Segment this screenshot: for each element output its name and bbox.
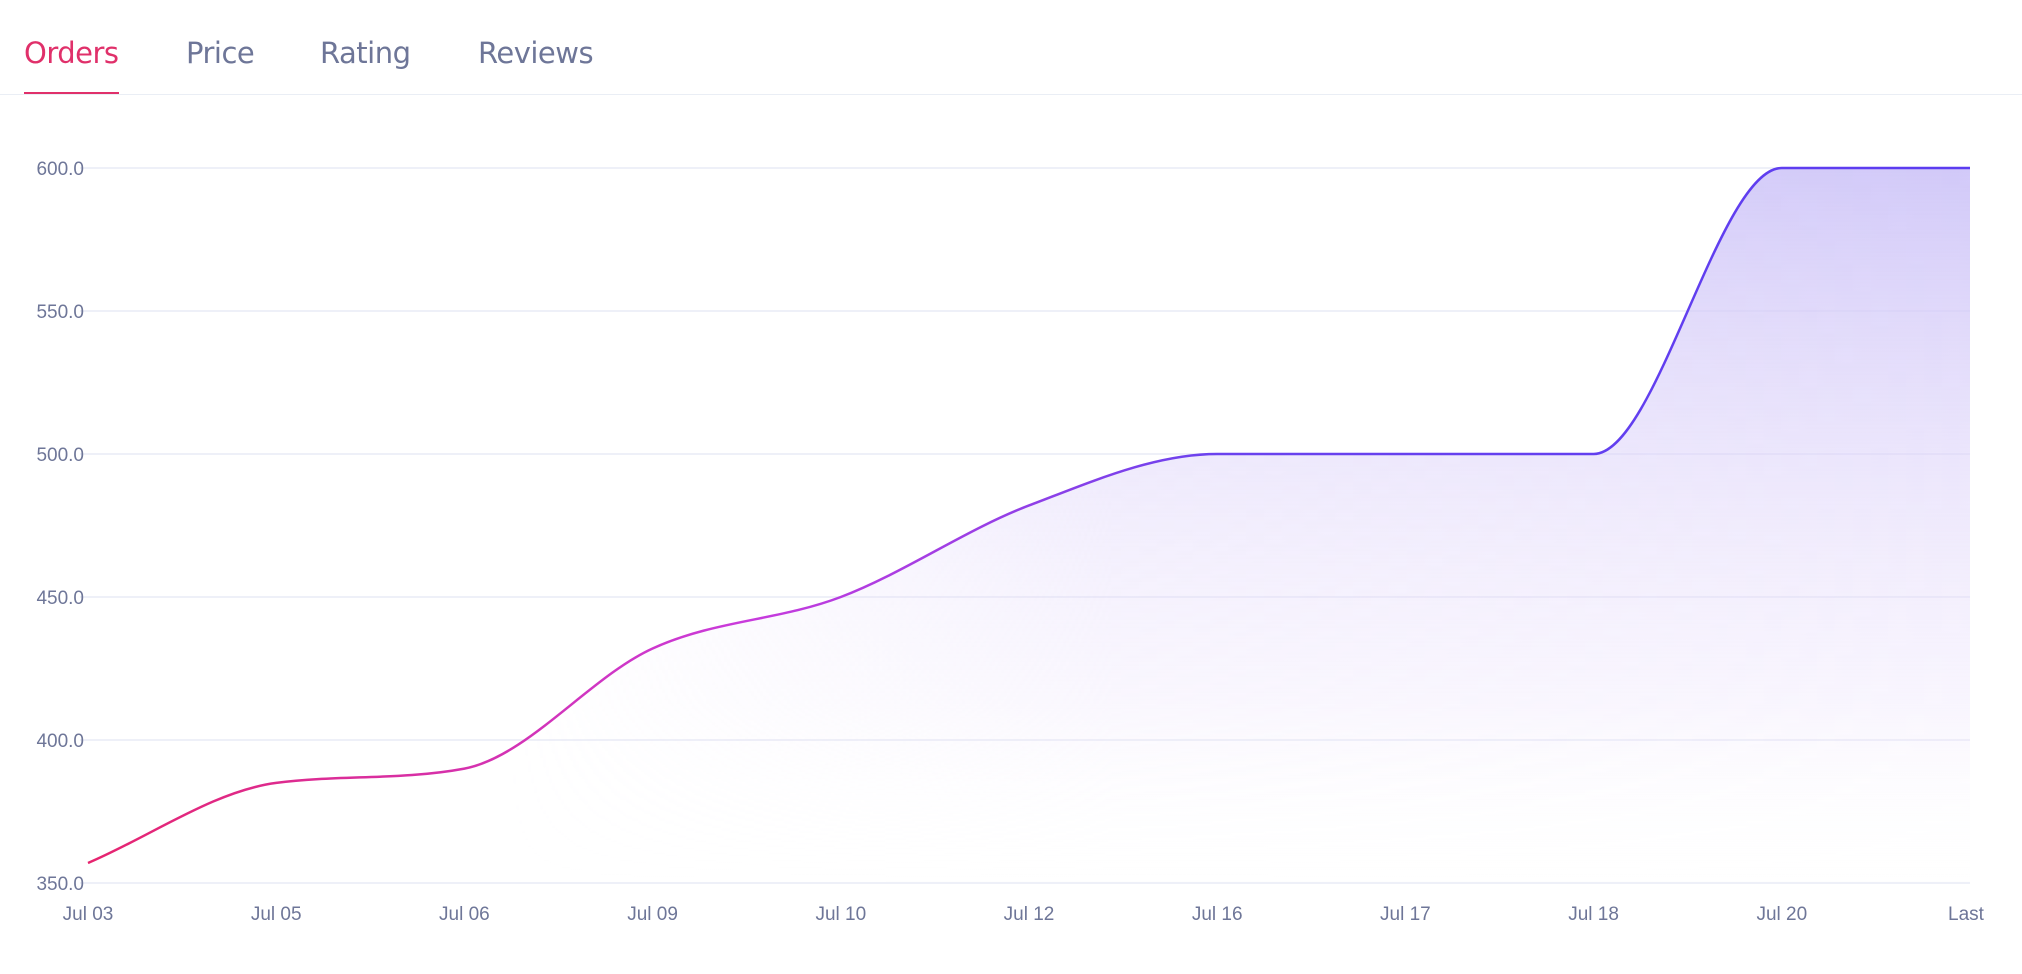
x-tick-label: Last — [1948, 904, 1985, 925]
x-tick-label: Jul 12 — [1004, 904, 1055, 925]
x-tick-label: Jul 05 — [251, 904, 302, 925]
tab-reviews[interactable]: Reviews — [478, 36, 594, 70]
tab-price[interactable]: Price — [186, 36, 255, 70]
area-fill — [88, 168, 1970, 883]
x-tick-label: Jul 18 — [1568, 904, 1619, 925]
tab-bar: Orders Price Rating Reviews — [0, 0, 2022, 95]
y-tick-label: 600.0 — [36, 159, 84, 180]
y-tick-label: 400.0 — [36, 731, 84, 752]
y-tick-label: 450.0 — [36, 588, 84, 609]
tab-rating[interactable]: Rating — [320, 36, 411, 70]
x-tick-label: Jul 09 — [627, 904, 678, 925]
x-tick-label: Jul 06 — [439, 904, 490, 925]
x-tick-label: Jul 10 — [815, 904, 866, 925]
y-tick-label: 550.0 — [36, 302, 84, 323]
y-tick-label: 500.0 — [36, 445, 84, 466]
x-tick-label: Jul 03 — [63, 904, 114, 925]
x-tick-label: Jul 20 — [1756, 904, 1807, 925]
y-tick-label: 350.0 — [36, 874, 84, 895]
x-tick-label: Jul 17 — [1380, 904, 1431, 925]
tab-orders[interactable]: Orders — [24, 36, 119, 94]
series-line-orders — [87, 166, 1970, 865]
x-tick-label: Jul 16 — [1192, 904, 1243, 925]
